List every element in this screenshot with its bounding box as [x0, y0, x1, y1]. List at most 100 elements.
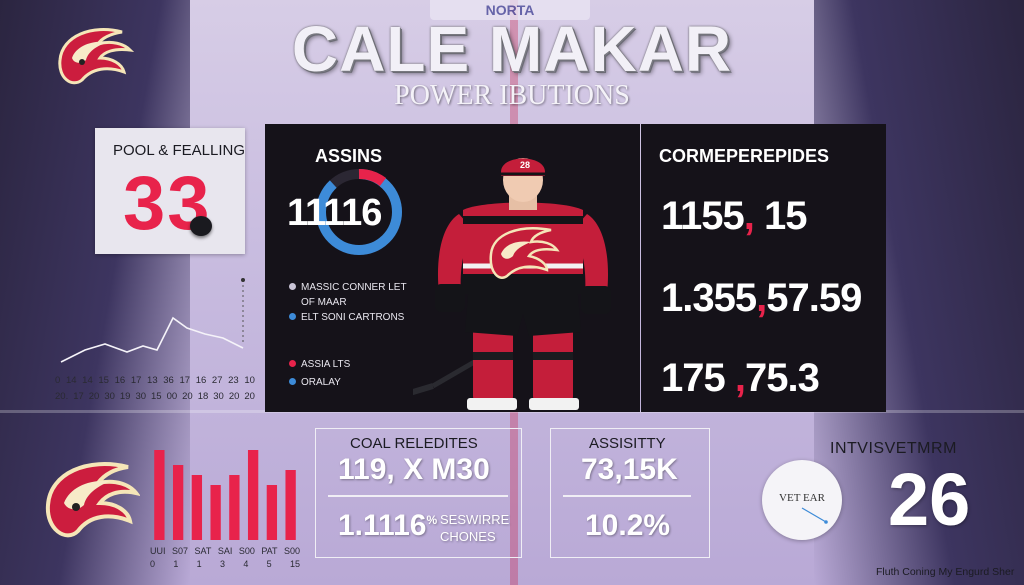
bar-chart-bar: [247, 450, 259, 540]
bar-chart-tick-label: S00: [238, 546, 255, 556]
badge-arrow-icon: [801, 507, 828, 524]
divider: [328, 495, 508, 497]
legend-label: MASSIC CONNER LET: [301, 282, 407, 293]
compare-title: CORMEPEREPIDES: [659, 146, 830, 166]
donut-red-segment: [358, 169, 387, 187]
bar-chart-bar: [229, 475, 240, 540]
legend-label: ELT SONI CARTRONS: [301, 312, 405, 323]
legend-dot: [289, 313, 296, 320]
team-logo-bottom-icon: [45, 462, 140, 538]
line-chart-tick-label: 15: [98, 375, 109, 386]
pool-card-label: POOL & FEALLING: [113, 142, 245, 159]
player-pants: [465, 284, 581, 336]
legend-item: MASSIC CONNER LET: [289, 280, 407, 295]
assists-legend-bottom: ASSIA LTS ORALAY: [289, 356, 350, 392]
line-chart-tick-label: 10: [244, 375, 255, 386]
bar-chart-tick-label: 4: [243, 559, 249, 569]
bar-chart-tick-label: SAI: [217, 546, 233, 556]
goal-box-bottom-value: 1.1116%: [338, 509, 437, 543]
assists-legend-top: MASSIC CONNER LET OF MAAR ELT SONI CARTR…: [289, 280, 407, 325]
bar-chart-x-axis: UUI S07 SAT SAI S00 PAT S00 0 1 1 3 4 5 15: [150, 546, 300, 569]
compare-row-sep: ,: [756, 276, 767, 320]
compare-row-b: 75.3: [745, 356, 820, 400]
goal-box: COAL RELEDITES 119, X M30 1.1116% SESWIR…: [315, 428, 522, 558]
line-chart-tick-label: 30: [135, 391, 147, 402]
bar-chart-bar: [266, 485, 278, 540]
legend-item: ORALAY: [289, 374, 350, 392]
line-chart-tick-label: 20: [88, 391, 100, 402]
glove-left-icon: [435, 284, 465, 312]
line-chart: [60, 278, 245, 363]
helmet-number: 28: [520, 160, 530, 170]
legend-dot: [289, 360, 296, 367]
divider: [563, 495, 691, 497]
bar-chart-bar: [285, 470, 296, 540]
line-chart-tick-label: 14: [82, 375, 93, 386]
legend-dot: [289, 283, 296, 290]
line-chart-tick-label: 16: [114, 375, 126, 386]
compare-row-a: 1155: [661, 194, 745, 238]
bar-chart-tick-label: PAT: [261, 546, 278, 556]
assists-value: 11116: [287, 192, 382, 234]
goal-box-bottom-label-1: SESWIRRE: [440, 512, 510, 527]
line-chart-tick-label: 30: [213, 391, 224, 402]
assist-box-value: 73,15K: [581, 453, 678, 486]
legend-label: OF MAAR: [301, 297, 347, 308]
team-logo-top-icon: [58, 28, 134, 85]
legend-label: ORALAY: [301, 377, 341, 388]
legend-item: ELT SONI CARTRONS: [289, 310, 407, 325]
line-chart-tick-label: 18: [197, 391, 209, 402]
goal-box-bottom-label: SESWIRRE CHONES: [440, 511, 509, 545]
compare-row: 1155, 15: [661, 194, 808, 239]
line-chart-tick-label: 20: [244, 391, 255, 402]
assists-title: ASSINS: [315, 146, 383, 166]
goal-box-bottom-label-2: CHONES: [440, 529, 496, 544]
assists-panel: ASSINS 11116 MASSIC CONNER LET OF MAAR E…: [265, 124, 640, 412]
compare-row-sep: ,: [743, 194, 755, 238]
glove-right-icon: [581, 286, 611, 314]
invest-value: 26: [888, 458, 971, 541]
invest-title: INTVISVETMRM: [830, 440, 957, 457]
line-chart-tick-label: 20: [182, 391, 193, 402]
bar-chart-tick-label: 0: [150, 559, 156, 569]
compare-row-b: 15: [764, 194, 807, 238]
bar-chart-tick-label: SAT: [194, 546, 212, 556]
legend-label: ASSIA LTS: [301, 359, 351, 370]
page-title: CALE MAKAR: [291, 13, 733, 85]
line-chart-tick-label: 20: [228, 391, 240, 402]
hockey-stick-icon: [413, 383, 434, 396]
bar-chart-bar: [191, 475, 203, 540]
bar-chart-tick-label: 3: [219, 559, 225, 569]
line-chart-tick-label: 13: [147, 375, 158, 386]
invest-badge: VET EAR: [762, 460, 842, 540]
assist-box: ASSISITTY 73,15K 10.2%: [550, 428, 710, 558]
puck-icon: [190, 216, 212, 236]
goal-box-title: COAL RELEDITES: [350, 435, 478, 452]
bar-chart-tick-label: UUI: [150, 546, 166, 556]
line-chart-tick-label: 27: [211, 375, 223, 386]
arena-banner: NORTA: [430, 0, 590, 20]
line-chart-x-axis: 0 14 14 15 16 17 13 36 17 16 27 23 10 20. 17 20 30 19 30 1…: [55, 375, 255, 402]
jersey-crest-icon: [489, 227, 560, 279]
compare-row: 1.355,57.59: [661, 276, 862, 321]
bar-chart-bar: [154, 450, 165, 540]
compare-panel: CORMEPEREPIDES 1155, 15 1.355,57.59 175 …: [641, 124, 886, 412]
line-chart-tick-label: 20.: [55, 391, 69, 402]
assist-box-title: ASSISITTY: [589, 435, 666, 452]
bar-chart-tick-label: 1: [196, 559, 202, 569]
footer-caption: Fluth Coning My Engurd Sher: [876, 566, 1015, 578]
line-chart-tick-label: 36: [163, 375, 174, 386]
bar-chart: [154, 450, 296, 540]
legend-item: OF MAAR: [289, 295, 407, 310]
page-subtitle: POWER IBUTIONS: [394, 80, 630, 111]
helmet-icon: [501, 158, 545, 176]
goal-box-bottom-number: 1.1116: [338, 509, 427, 542]
line-chart-tick-label: 15: [151, 391, 162, 402]
line-chart-tick-label: 0: [55, 375, 61, 386]
compare-row: 175 ,75.3: [661, 356, 820, 401]
compare-row-b: 57.59: [766, 276, 862, 320]
line-chart-tick-label: 17: [73, 391, 84, 402]
line-chart-marker-dot: [241, 278, 245, 282]
line-chart-tick-label: 30: [104, 391, 115, 402]
